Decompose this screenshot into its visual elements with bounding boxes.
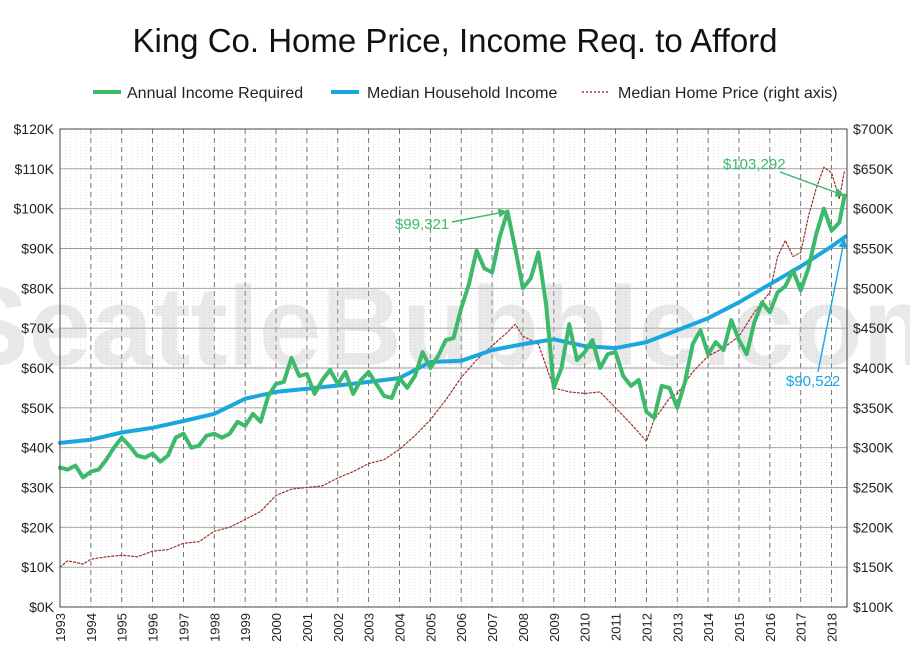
x-tick-label: 1993	[53, 613, 68, 642]
series-income-required	[58, 193, 847, 480]
y-right-tick-label: $300K	[853, 440, 894, 456]
annotation-arrow	[779, 171, 845, 197]
x-tick-label: 1995	[115, 613, 130, 642]
annotation-latest-income-required: $103,292	[723, 156, 845, 197]
y-right-tick-label: $400K	[853, 360, 894, 376]
y-left-tick-label: $110K	[15, 161, 55, 177]
y-right-tick-label: $350K	[853, 400, 894, 416]
x-tick-label: 2009	[547, 613, 562, 642]
x-tick-label: 2013	[670, 613, 685, 642]
axes: $0K $10K $20K $30K $40K $50K $60K $70K $80K $90K $…	[14, 121, 895, 642]
y-left-tick-label: $10K	[21, 559, 54, 575]
y-right-tick-label: $700K	[853, 121, 894, 137]
legend-label: Annual Income Required	[127, 85, 303, 102]
y-left-tick-label: $120K	[14, 121, 55, 137]
y-left-tick-label: $0K	[29, 599, 55, 615]
annotation-arrow	[451, 210, 508, 223]
legend: Annual Income Required Median Household I…	[93, 85, 838, 102]
x-tick-label: 2016	[763, 613, 778, 642]
series-household-income	[58, 234, 848, 445]
annotation-label: $103,292	[723, 156, 786, 173]
annotation-label: $99,321	[395, 216, 449, 233]
x-tick-label: 2007	[485, 613, 500, 642]
y-right-tick-label: $150K	[853, 559, 894, 575]
annotation-arrowhead	[834, 188, 845, 197]
x-tick-label: 2018	[825, 613, 840, 642]
x-tick-label: 2008	[516, 613, 531, 642]
y-left-tick-label: $70K	[21, 320, 54, 336]
x-tick-label: 1999	[238, 613, 253, 642]
x-tick-label: 1998	[207, 613, 222, 642]
legend-label: Median Household Income	[367, 85, 557, 102]
y-left-tick-label: $60K	[21, 360, 54, 376]
x-tick-label: 1997	[176, 613, 191, 642]
y-left-tick-label: $20K	[21, 519, 54, 535]
annotation-label: $90,522	[786, 373, 840, 390]
annotation-arrowhead	[838, 238, 848, 249]
x-tick-label: 1996	[146, 613, 161, 642]
x-tick-label: 2002	[331, 613, 346, 642]
y-right-tick-label: $600K	[853, 201, 894, 217]
series-home-price	[59, 166, 846, 568]
annotation-arrow	[817, 238, 846, 373]
x-tick-label: 2003	[362, 613, 377, 642]
legend-label: Median Home Price (right axis)	[618, 85, 838, 102]
y-right-tick-label: $250K	[853, 480, 894, 496]
x-tick-label: 2010	[578, 613, 593, 642]
y-left-tick-label: $40K	[21, 440, 54, 456]
y-right-tick-label: $500K	[853, 280, 894, 296]
x-tick-label: 2015	[732, 613, 747, 642]
annotation-latest-household-income: $90,522	[786, 238, 848, 390]
x-tick-label: 2014	[701, 613, 716, 642]
series-layer	[58, 166, 848, 568]
x-tick-label: 2005	[423, 613, 438, 642]
y-right-tick-label: $550K	[853, 241, 894, 257]
x-tick-label: 1994	[84, 613, 99, 642]
y-right-tick-label: $100K	[853, 599, 894, 615]
y-right-tick-label: $200K	[853, 519, 894, 535]
chart-title: King Co. Home Price, Income Req. to Affo…	[132, 22, 777, 59]
annotation-peak-2007: $99,321	[395, 208, 508, 233]
annotation-arrowhead	[497, 208, 508, 218]
x-tick-label: 2000	[269, 613, 284, 642]
x-tick-label: 2017	[794, 613, 809, 642]
x-tick-label: 2004	[392, 613, 407, 642]
x-tick-label: 2012	[639, 613, 654, 642]
y-left-tick-label: $30K	[21, 480, 54, 496]
annotations: $99,321 $103,292 $90,522	[395, 156, 848, 390]
legend-household-income: Median Household Income	[331, 85, 557, 102]
plot-frame	[59, 128, 848, 608]
legend-home-price: Median Home Price (right axis)	[582, 85, 838, 102]
x-tick-label: 2001	[300, 613, 315, 642]
x-tick-label: 2006	[454, 613, 469, 642]
legend-income-required: Annual Income Required	[93, 85, 303, 102]
y-right-tick-label: $450K	[853, 320, 894, 336]
y-right-tick-label: $650K	[853, 161, 894, 177]
y-left-tick-label: $80K	[21, 280, 54, 296]
y-left-tick-label: $50K	[21, 400, 54, 416]
y-left-tick-label: $100K	[14, 201, 55, 217]
y-left-tick-label: $90K	[21, 241, 54, 257]
x-tick-label: 2011	[609, 613, 624, 641]
